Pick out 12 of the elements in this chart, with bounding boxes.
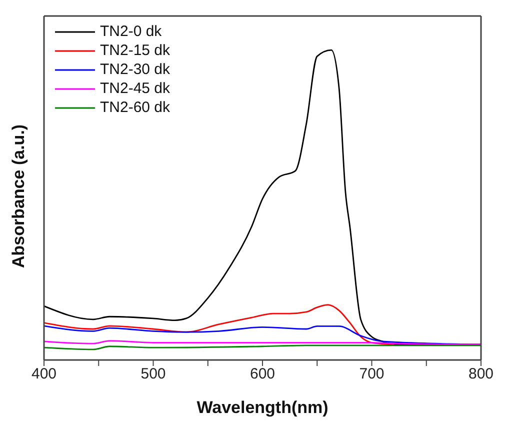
legend-label: TN2-45 dk xyxy=(100,79,170,98)
y-axis-title: Absorbance (a.u.) xyxy=(9,124,28,268)
x-axis-title: Wavelength(nm) xyxy=(196,398,328,417)
x-tick-label: 700 xyxy=(359,366,384,383)
x-tick-label: 400 xyxy=(31,366,57,383)
legend-label: TN2-30 dk xyxy=(100,60,170,79)
legend-label: TN2-0 dk xyxy=(100,22,162,41)
x-tick-label: 600 xyxy=(250,366,276,383)
x-tick-label: 500 xyxy=(140,366,166,383)
x-tick-label: 800 xyxy=(468,366,494,383)
legend-label: TN2-15 dk xyxy=(100,41,170,60)
legend-label: TN2-60 dk xyxy=(100,98,170,117)
